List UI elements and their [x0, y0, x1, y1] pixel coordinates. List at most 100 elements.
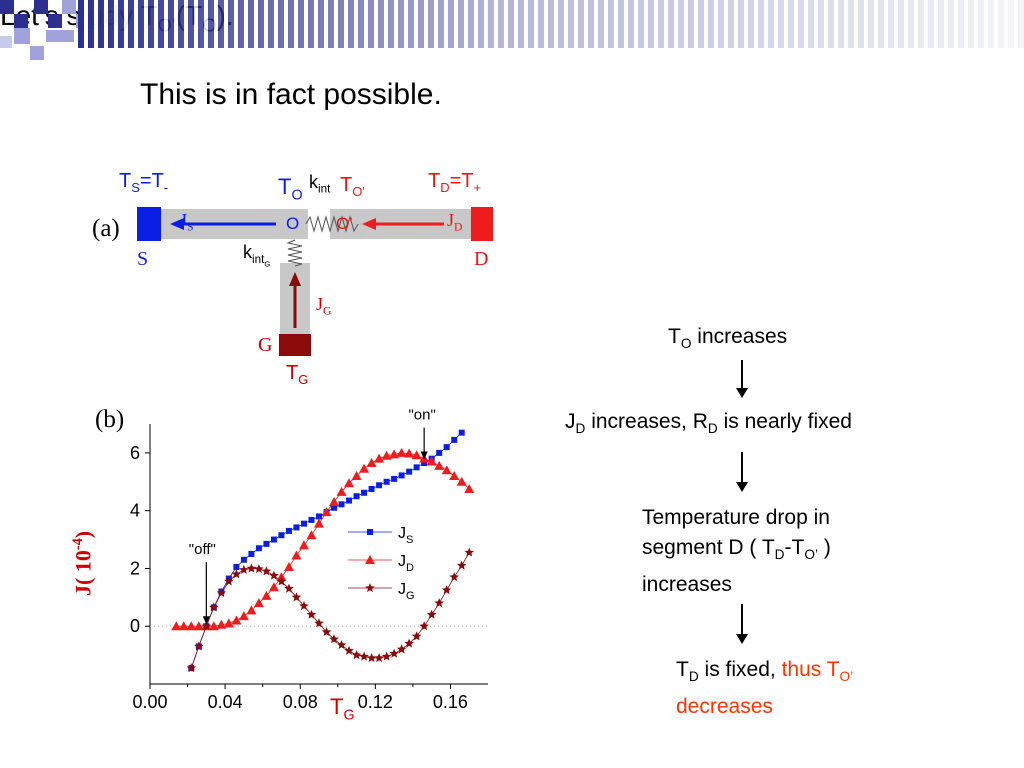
point-D [359, 463, 370, 473]
point-S [285, 527, 292, 534]
arrow-jd-head [362, 218, 376, 230]
point-D [261, 590, 272, 600]
y-tick-label: 0 [130, 616, 140, 636]
point-S [413, 464, 420, 471]
td-label: TD=T+ [428, 170, 482, 195]
point-D [321, 507, 332, 517]
point-D [464, 484, 475, 493]
y-tick-label: 2 [130, 558, 140, 578]
point-D [389, 449, 400, 459]
point-S [263, 540, 270, 547]
point-S [270, 536, 277, 543]
point-D [216, 619, 227, 629]
point-G [389, 648, 399, 658]
point-S [248, 551, 255, 557]
annotation-label: "off" [189, 541, 216, 558]
point-G [314, 618, 324, 628]
point-G [449, 572, 459, 582]
point-G [381, 651, 392, 661]
point-S [451, 436, 458, 443]
point-D [283, 562, 294, 571]
point-S [353, 493, 360, 500]
point-G [269, 570, 279, 580]
point-S [316, 513, 322, 520]
kint-label: kint [309, 172, 331, 196]
point-S [331, 504, 338, 511]
x-tick-label: 0.04 [208, 692, 243, 712]
d-label: D [474, 248, 489, 270]
kint-g-label: kintG [243, 242, 271, 268]
point-G [261, 566, 272, 576]
legend-label-S: JS [398, 525, 413, 546]
point-S [293, 524, 300, 531]
point-S [421, 460, 428, 466]
x-tick-label: 0.12 [358, 692, 393, 712]
point-S [436, 449, 443, 456]
point-D [268, 582, 279, 592]
y-tick-label: 6 [130, 443, 140, 463]
point-S [443, 444, 450, 451]
point-D [193, 621, 204, 631]
tg-label: TG [286, 362, 309, 387]
annotation-arrow-head [202, 616, 210, 625]
to-label: TO [278, 174, 303, 204]
point-D [298, 540, 309, 550]
point-D [374, 453, 385, 463]
point-G [201, 621, 212, 631]
point-G [239, 564, 249, 574]
point-D [344, 478, 355, 488]
legend-marker-G [365, 583, 375, 592]
point-S [338, 501, 345, 508]
top-bar [78, 0, 1024, 48]
series-line-D [176, 452, 470, 627]
panel-label-b: (b) [95, 406, 125, 433]
point-D [178, 621, 189, 631]
point-S [255, 545, 262, 552]
ts-label: TS=T- [119, 170, 169, 195]
point-D [208, 621, 219, 631]
point-S [368, 486, 375, 492]
point-D [381, 450, 392, 460]
point-G [276, 576, 287, 586]
y-axis-label: J( 10-4) [70, 530, 96, 596]
point-S [300, 520, 307, 527]
point-D [434, 460, 445, 470]
point-G [351, 650, 362, 660]
node-o-prime: O' [336, 214, 353, 233]
legend-marker-S [367, 529, 373, 535]
point-S [346, 497, 353, 504]
slide-title: This is in fact possible. [140, 78, 442, 111]
point-S [406, 468, 413, 475]
legend-label-G: JG [398, 581, 415, 602]
point-S [308, 516, 315, 523]
point-G [434, 598, 444, 608]
point-S [233, 564, 240, 570]
point-D [366, 458, 377, 467]
series-line-G [190, 552, 470, 669]
point-G [441, 585, 452, 595]
point-S [458, 429, 465, 436]
point-S [240, 556, 247, 563]
point-S [376, 482, 383, 489]
x-tick-label: 0.00 [132, 692, 167, 712]
flow-arrow-1 [736, 360, 748, 398]
point-G [321, 627, 332, 636]
js-label: JS [180, 210, 194, 234]
point-D [291, 550, 302, 560]
flow-step-3: Temperature drop in segment D ( TD-TO’ )… [642, 506, 831, 597]
point-D [404, 448, 415, 458]
flow-step-1: TO increases [668, 325, 788, 352]
arrow-jg-head [289, 272, 301, 286]
point-G [359, 651, 369, 661]
legend-label-D: JD [398, 553, 414, 574]
g-label: G [258, 334, 273, 356]
spring-vertical [286, 239, 303, 267]
flow-step-4: TD is fixed, thus TO’ decreases [676, 658, 854, 719]
point-G [329, 634, 339, 644]
source-terminal [137, 207, 161, 241]
current-chart: 0.00 0.04 0.08 0.12 0.16 0 2 4 6 JS JD JG "off" "on" [130, 407, 488, 712]
point-G [464, 547, 474, 557]
point-D [223, 618, 234, 628]
x-tick-label: 0.08 [283, 692, 318, 712]
point-D [456, 476, 467, 486]
